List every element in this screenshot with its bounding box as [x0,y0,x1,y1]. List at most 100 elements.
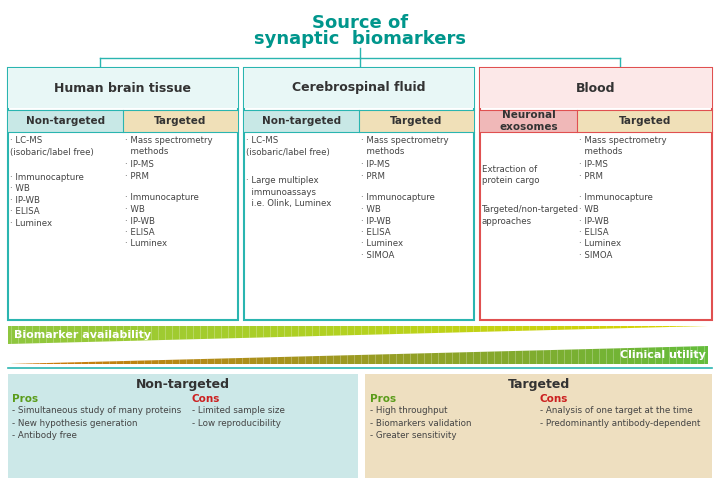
Text: Targeted: Targeted [618,116,671,126]
Polygon shape [200,326,204,339]
Polygon shape [369,326,372,335]
Polygon shape [99,326,102,342]
Polygon shape [194,326,197,339]
Polygon shape [32,326,36,343]
Bar [365,374,712,478]
Polygon shape [400,326,403,334]
Polygon shape [215,359,218,364]
Polygon shape [670,326,673,327]
Polygon shape [677,326,680,327]
Text: Pros: Pros [370,394,396,404]
Text: · Mass spectrometry: · Mass spectrometry [125,136,212,145]
Polygon shape [690,347,694,364]
Polygon shape [326,356,330,364]
Bar [480,68,712,320]
Polygon shape [60,362,64,364]
Text: · SIMOA: · SIMOA [361,251,395,260]
Polygon shape [662,347,666,364]
Polygon shape [593,349,596,364]
Polygon shape [264,357,267,364]
Polygon shape [295,326,299,336]
Polygon shape [578,326,582,329]
Polygon shape [64,326,68,343]
Polygon shape [365,326,369,335]
Polygon shape [127,326,130,341]
Polygon shape [414,353,418,364]
Text: · ELISA: · ELISA [10,207,40,216]
Polygon shape [81,326,85,342]
Polygon shape [239,358,243,364]
Polygon shape [138,361,141,364]
Polygon shape [508,351,512,364]
Text: · LC-MS: · LC-MS [246,136,278,145]
Polygon shape [29,363,32,364]
Polygon shape [431,326,435,333]
Polygon shape [113,326,117,341]
Bar [480,110,577,132]
Polygon shape [85,362,89,364]
Polygon shape [284,357,288,364]
Polygon shape [158,360,162,364]
Polygon shape [145,361,148,364]
Polygon shape [53,363,57,364]
Polygon shape [323,326,326,336]
Polygon shape [25,326,29,344]
Text: approaches: approaches [482,216,532,226]
Polygon shape [155,326,158,340]
Polygon shape [102,326,106,342]
Polygon shape [190,326,194,339]
Polygon shape [141,326,145,341]
Text: i.e. Olink, Luminex: i.e. Olink, Luminex [246,199,331,208]
Polygon shape [222,359,225,364]
Text: Cons: Cons [540,394,568,404]
Text: - Biomarkers validation: - Biomarkers validation [370,418,472,428]
Polygon shape [610,326,613,329]
Text: · SIMOA: · SIMOA [580,251,613,260]
Bar [8,68,238,320]
Text: · ELISA: · ELISA [580,228,609,237]
Polygon shape [309,326,312,336]
Polygon shape [12,326,15,344]
Polygon shape [701,346,704,364]
Text: · PRM: · PRM [361,172,385,181]
Polygon shape [22,326,25,344]
Text: (isobaric/label free): (isobaric/label free) [246,147,330,157]
Polygon shape [89,326,92,342]
Polygon shape [8,326,12,344]
Polygon shape [243,326,246,338]
Polygon shape [606,326,610,329]
Text: · ELISA: · ELISA [125,228,155,237]
Polygon shape [277,326,281,337]
Polygon shape [288,357,292,364]
Polygon shape [138,326,141,341]
Polygon shape [442,353,446,364]
Polygon shape [277,357,281,364]
Polygon shape [246,358,250,364]
Polygon shape [634,326,638,328]
Polygon shape [533,350,536,364]
Polygon shape [680,326,683,327]
Text: · IP-WB: · IP-WB [361,216,391,226]
Text: Neuronal
exosomes: Neuronal exosomes [500,110,558,132]
Polygon shape [502,326,505,331]
Text: · Immunocapture: · Immunocapture [361,193,435,202]
Text: Cerebrospinal fluid: Cerebrospinal fluid [292,81,426,94]
Polygon shape [585,326,589,329]
Polygon shape [169,326,173,340]
Polygon shape [71,326,74,342]
Polygon shape [19,326,22,344]
Polygon shape [361,355,365,364]
Polygon shape [645,326,649,328]
Polygon shape [480,326,484,332]
Polygon shape [124,361,127,364]
Text: Non-targeted: Non-targeted [26,116,105,126]
Text: · IP-MS: · IP-MS [580,160,608,169]
Text: · Mass spectrometry: · Mass spectrometry [361,136,449,145]
Polygon shape [284,326,288,337]
Polygon shape [536,350,540,364]
Polygon shape [179,360,183,364]
Polygon shape [200,359,204,364]
Text: Extraction of: Extraction of [482,165,537,174]
Polygon shape [589,326,593,329]
Polygon shape [540,350,544,364]
